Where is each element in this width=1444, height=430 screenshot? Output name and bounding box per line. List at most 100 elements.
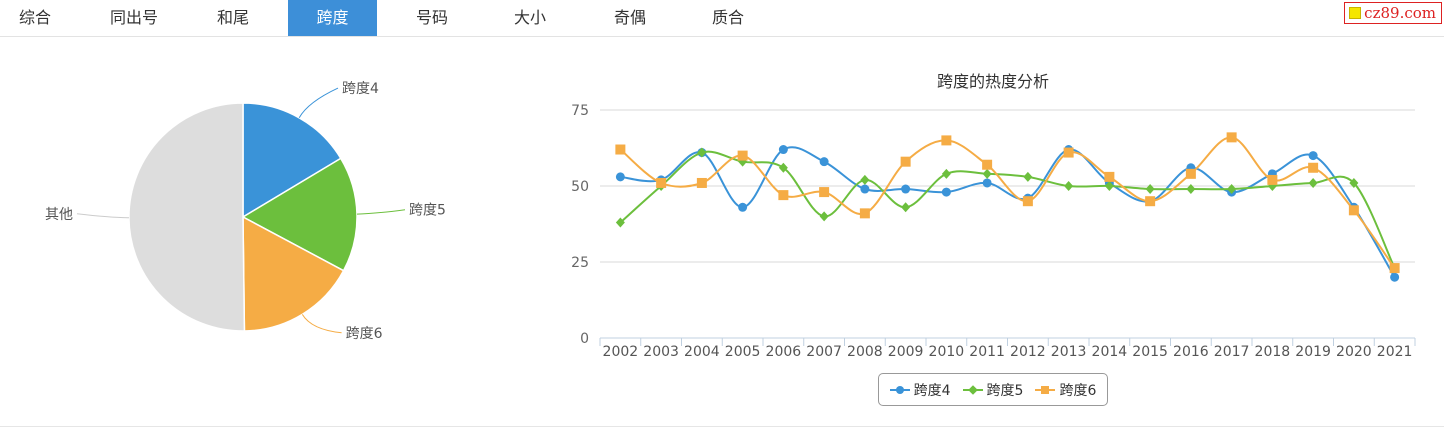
pie-slice-label: 跨度6 <box>346 326 383 342</box>
data-point[interactable] <box>900 156 911 167</box>
data-point[interactable] <box>1267 174 1278 185</box>
legend-item-kuadu6[interactable]: 跨度6 <box>1035 380 1096 400</box>
data-point[interactable] <box>860 174 870 185</box>
x-tick-label: 2015 <box>1132 344 1168 360</box>
data-point[interactable] <box>778 145 788 155</box>
data-point[interactable] <box>738 202 748 212</box>
legend-label: 跨度6 <box>1059 382 1097 399</box>
data-point[interactable] <box>901 184 911 194</box>
x-tick-label: 2006 <box>766 344 802 360</box>
legend-item-kuadu4[interactable]: 跨度4 <box>889 380 951 400</box>
x-tick-label: 2012 <box>1010 344 1046 360</box>
pie-slice[interactable] <box>128 102 246 332</box>
data-point[interactable] <box>1390 272 1400 282</box>
data-point[interactable] <box>778 162 788 173</box>
tab-kuadu[interactable]: 跨度 <box>288 0 377 36</box>
data-point[interactable] <box>615 144 626 155</box>
data-point[interactable] <box>1348 205 1359 216</box>
data-point[interactable] <box>1023 171 1033 182</box>
data-point[interactable] <box>1186 184 1196 195</box>
data-point[interactable] <box>1022 196 1033 207</box>
x-tick-label: 2009 <box>888 344 924 360</box>
x-tick-label: 2014 <box>1092 344 1128 360</box>
tab-tongchuhao[interactable]: 同出号 <box>109 8 158 27</box>
legend-label: 跨度5 <box>986 382 1024 399</box>
x-tick-label: 2003 <box>643 344 679 360</box>
data-point[interactable] <box>696 177 707 188</box>
data-point[interactable] <box>778 190 789 201</box>
x-tick-label: 2008 <box>847 344 883 360</box>
tab-zhihe[interactable]: 质合 <box>711 8 744 27</box>
y-tick-label: 75 <box>571 103 589 119</box>
data-point[interactable] <box>859 208 870 219</box>
data-point[interactable] <box>1308 177 1318 188</box>
series-line <box>619 150 1396 269</box>
tab-daxiao[interactable]: 大小 <box>513 8 546 27</box>
legend-square-icon <box>1035 385 1056 395</box>
x-tick-label: 2010 <box>929 344 965 360</box>
tab-hewei[interactable]: 和尾 <box>216 8 249 27</box>
x-tick-label: 2004 <box>684 344 720 360</box>
data-point[interactable] <box>697 147 707 158</box>
data-point[interactable] <box>1145 184 1155 195</box>
legend-item-kuadu5[interactable]: 跨度5 <box>962 380 1024 400</box>
x-tick-label: 2018 <box>1255 344 1291 360</box>
data-point[interactable] <box>819 211 829 222</box>
data-point[interactable] <box>1308 151 1318 161</box>
pie-slice[interactable] <box>242 215 345 332</box>
data-point[interactable] <box>941 135 952 146</box>
x-tick-label: 2016 <box>1173 344 1209 360</box>
data-point[interactable] <box>1389 263 1400 274</box>
tab-haoma[interactable]: 号码 <box>415 8 448 27</box>
data-point[interactable] <box>1227 184 1237 195</box>
legend-circle-icon <box>889 385 910 395</box>
x-tick-label: 2013 <box>1051 344 1087 360</box>
pie-connector-line <box>76 213 130 219</box>
data-point[interactable] <box>1185 168 1196 179</box>
y-tick-label: 25 <box>571 255 589 271</box>
data-point[interactable] <box>901 202 911 213</box>
data-point[interactable] <box>615 217 625 228</box>
tab-jiou[interactable]: 奇偶 <box>613 8 646 27</box>
data-point[interactable] <box>941 168 951 179</box>
pie-connector-line <box>298 87 339 119</box>
pie-slice-label: 跨度4 <box>342 81 379 97</box>
data-point[interactable] <box>1104 171 1115 182</box>
pie-slice-label: 其他 <box>45 207 73 223</box>
data-point[interactable] <box>1063 147 1074 158</box>
x-tick-label: 2002 <box>603 344 639 360</box>
data-point[interactable] <box>656 177 667 188</box>
pie-connector-line <box>301 314 342 334</box>
x-tick-label: 2017 <box>1214 344 1250 360</box>
x-tick-label: 2020 <box>1336 344 1372 360</box>
data-point[interactable] <box>1226 132 1237 143</box>
data-point[interactable] <box>819 157 829 167</box>
series-line <box>619 136 1396 269</box>
data-point[interactable] <box>860 184 870 194</box>
pie-slice[interactable] <box>241 157 358 272</box>
pie-slice[interactable] <box>242 102 342 219</box>
data-point[interactable] <box>1349 177 1359 188</box>
data-point[interactable] <box>941 187 951 197</box>
data-point[interactable] <box>982 159 993 170</box>
y-tick-label: 50 <box>571 179 589 195</box>
tab-zonghe[interactable]: 综合 <box>18 8 51 27</box>
legend-label: 跨度4 <box>913 382 951 399</box>
watermark-square-icon <box>1349 7 1362 19</box>
data-point[interactable] <box>1308 162 1319 173</box>
data-point[interactable] <box>1145 196 1156 207</box>
data-point[interactable] <box>982 178 992 188</box>
data-point[interactable] <box>737 150 748 161</box>
pie-connector-line <box>356 209 406 215</box>
data-point[interactable] <box>1104 181 1114 191</box>
data-point[interactable] <box>819 187 830 198</box>
data-point[interactable] <box>615 172 625 182</box>
pie-chart: 跨度4 跨度5 跨度6 其他 <box>45 81 446 342</box>
x-tick-label: 2019 <box>1295 344 1331 360</box>
y-tick-label: 0 <box>580 331 589 347</box>
line-chart-legend: 跨度4 跨度5 跨度6 <box>878 373 1108 406</box>
data-point[interactable] <box>1064 181 1074 191</box>
data-point[interactable] <box>982 168 992 179</box>
series-line <box>620 146 1396 278</box>
